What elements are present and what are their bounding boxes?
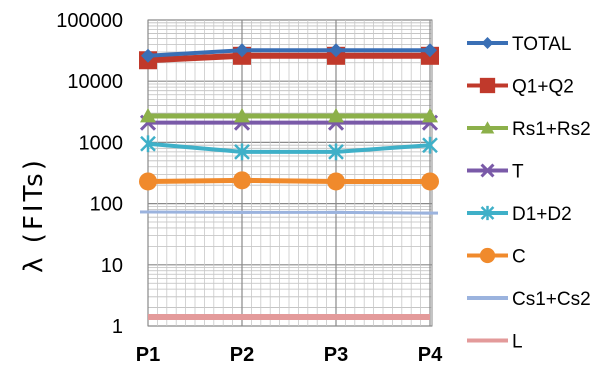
x-axis-ticks: P1 P2 P3 P4 bbox=[136, 344, 443, 366]
data-point bbox=[328, 143, 344, 161]
data-point bbox=[327, 172, 345, 191]
series-line bbox=[147, 141, 431, 154]
series-line bbox=[147, 177, 430, 184]
data-point bbox=[233, 171, 251, 190]
legend-item: TOTAL bbox=[467, 34, 571, 55]
legend-label: T bbox=[512, 162, 524, 183]
legend-item: Rs1+Rs2 bbox=[467, 119, 591, 140]
series-TOTAL bbox=[141, 43, 437, 63]
legend-item: Q1+Q2 bbox=[467, 77, 574, 98]
y-tick-label: 1 bbox=[112, 316, 123, 338]
series-Rs1+Rs2 bbox=[140, 108, 438, 123]
data-point bbox=[139, 172, 157, 191]
data-point bbox=[328, 108, 344, 123]
data-point bbox=[234, 143, 250, 161]
legend-label: TOTAL bbox=[512, 34, 571, 55]
data-point bbox=[421, 172, 439, 191]
series-line bbox=[147, 52, 430, 64]
y-tick-label: 100000 bbox=[56, 10, 123, 32]
plot-area bbox=[147, 19, 433, 327]
series-D1+D2 bbox=[140, 135, 438, 161]
legend-marker bbox=[481, 37, 494, 49]
legend-label: L bbox=[512, 332, 523, 353]
legend-item: T bbox=[467, 162, 524, 183]
data-point bbox=[235, 43, 249, 58]
series-Cs1+Cs2 bbox=[140, 210, 438, 215]
series-line bbox=[147, 48, 430, 58]
y-tick-label: 1000 bbox=[79, 132, 124, 154]
series-C bbox=[139, 171, 439, 191]
legend-marker bbox=[479, 77, 496, 94]
legend-item: C bbox=[467, 247, 526, 268]
legend-item: D1+D2 bbox=[467, 204, 572, 225]
y-axis-ticks: 1 10 100 1000 10000 100000 bbox=[56, 10, 123, 338]
data-point bbox=[422, 136, 438, 154]
legend-label: C bbox=[512, 247, 526, 268]
y-tick-label: 10 bbox=[101, 255, 123, 277]
data-point bbox=[141, 48, 155, 63]
data-point bbox=[234, 108, 250, 123]
x-tick-label: P2 bbox=[230, 344, 254, 366]
legend: TOTAL Q1+Q2 Rs1+Rs2 T D1+D2 C Cs1+Cs2 L bbox=[467, 34, 591, 353]
plot-grid bbox=[147, 19, 433, 327]
series-line bbox=[147, 210, 431, 215]
legend-item: Cs1+Cs2 bbox=[467, 289, 591, 310]
legend-marker bbox=[480, 121, 495, 134]
legend-label: Q1+Q2 bbox=[512, 77, 574, 98]
y-axis-label: λ (FITs) bbox=[19, 157, 49, 273]
legend-item: L bbox=[467, 332, 523, 353]
y-tick-label: 100 bbox=[90, 194, 123, 216]
data-point bbox=[329, 43, 343, 58]
legend-label: D1+D2 bbox=[512, 204, 572, 225]
legend-marker bbox=[480, 205, 495, 221]
x-tick-label: P4 bbox=[418, 344, 443, 366]
data-point bbox=[422, 108, 438, 123]
x-tick-label: P3 bbox=[324, 344, 348, 366]
y-tick-label: 10000 bbox=[67, 71, 123, 93]
legend-label: Rs1+Rs2 bbox=[512, 119, 591, 140]
data-point bbox=[423, 43, 437, 58]
x-tick-label: P1 bbox=[136, 344, 160, 366]
data-point bbox=[140, 108, 156, 123]
legend-label: Cs1+Cs2 bbox=[512, 289, 591, 310]
data-point bbox=[140, 135, 156, 153]
series-lines bbox=[139, 43, 439, 321]
legend-marker bbox=[479, 247, 496, 264]
legend-marker bbox=[480, 163, 495, 178]
